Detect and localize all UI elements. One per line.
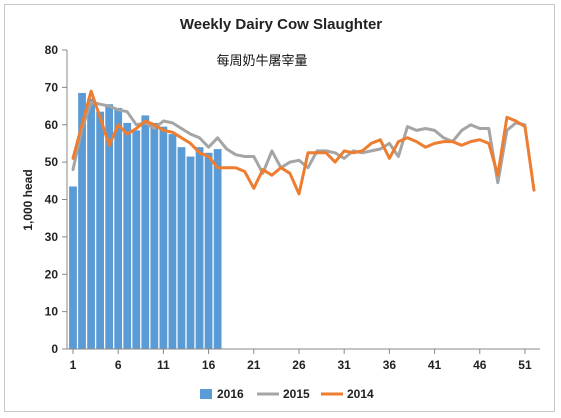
x-tick-label-41: 41 — [428, 358, 442, 372]
bar-2016-week-13 — [177, 147, 186, 349]
y-tick-label-50: 50 — [45, 155, 59, 169]
bar-2016-week-14 — [186, 156, 195, 349]
bar-2016-week-11 — [159, 126, 168, 350]
bar-2016-week-17 — [213, 149, 222, 349]
y-tick-label-0: 0 — [51, 342, 58, 356]
x-tick-label-31: 31 — [337, 358, 351, 372]
x-tick-label-1: 1 — [70, 358, 77, 372]
x-tick-label-16: 16 — [202, 358, 216, 372]
legend: 2016 2015 2014 — [200, 387, 374, 401]
bar-2016-week-4 — [96, 111, 105, 349]
y-tick-label-40: 40 — [45, 193, 59, 207]
bar-2016-week-9 — [141, 115, 150, 349]
bar-2016-week-12 — [168, 134, 177, 349]
x-tick-label-11: 11 — [157, 358, 170, 372]
y-tick-label-10: 10 — [45, 305, 59, 319]
y-tick-label-80: 80 — [45, 43, 59, 57]
chart-title: Weekly Dairy Cow Slaughter — [180, 16, 382, 33]
bar-2016-week-10 — [150, 122, 159, 349]
x-tick-label-51: 51 — [518, 358, 532, 372]
y-tick-label-60: 60 — [45, 118, 59, 132]
chart-subtitle: 每周奶牛屠宰量 — [216, 53, 307, 68]
y-tick-label-70: 70 — [45, 80, 59, 94]
bar-2016-week-15 — [195, 147, 204, 349]
y-tick-label-30: 30 — [45, 230, 59, 244]
bar-2016-week-2 — [78, 92, 86, 349]
bar-2016-week-5 — [105, 104, 114, 349]
bar-2016-week-7 — [123, 122, 132, 349]
y-tick-label-20: 20 — [45, 267, 59, 281]
bar-2016-week-6 — [114, 107, 123, 350]
line-series-2014 — [71, 89, 536, 196]
legend-label-2016: 2016 — [217, 387, 244, 401]
x-tick-label-6: 6 — [115, 358, 122, 372]
bar-series-2016 — [69, 92, 222, 350]
chart-frame — [4, 4, 555, 412]
x-tick-label-46: 46 — [473, 358, 487, 372]
x-tick-label-36: 36 — [383, 358, 397, 372]
legend-swatch-2016 — [200, 389, 212, 399]
y-axis-label: 1,000 head — [21, 169, 35, 230]
bar-2016-week-1 — [69, 186, 77, 349]
bar-2016-week-8 — [132, 130, 141, 349]
bar-2016-week-3 — [87, 98, 95, 350]
bar-2016-week-16 — [204, 152, 213, 349]
x-tick-label-21: 21 — [247, 358, 261, 372]
legend-label-2014: 2014 — [347, 387, 374, 401]
line-series-group — [71, 89, 536, 196]
x-tick-label-26: 26 — [292, 358, 306, 372]
legend-label-2015: 2015 — [283, 387, 310, 401]
